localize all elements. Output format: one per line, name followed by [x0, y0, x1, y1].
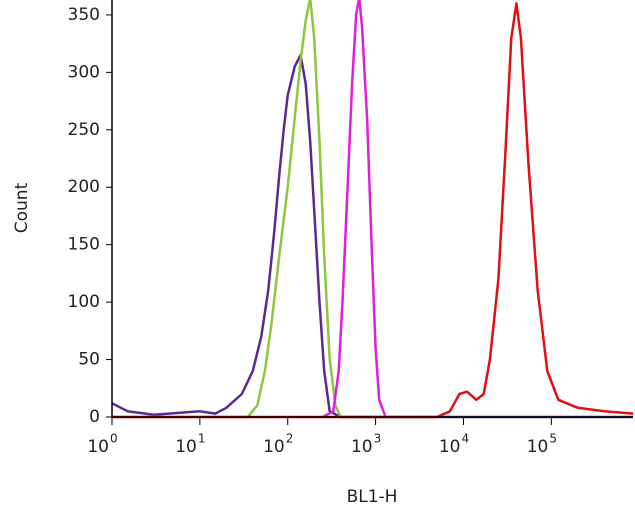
x-tick-exponent: 2: [286, 432, 294, 446]
y-tick-label: 100: [68, 292, 100, 312]
series-line: [112, 2, 634, 419]
x-tick-label: 10: [351, 437, 373, 457]
series-line: [111, 53, 633, 419]
x-tick-exponent: 1: [198, 432, 206, 446]
series-line: [322, 0, 387, 419]
x-tick-label: 10: [439, 437, 461, 457]
y-tick-label: 250: [68, 120, 100, 140]
x-tick-label: 10: [175, 437, 197, 457]
y-tick-label: 0: [89, 407, 100, 427]
x-tick-exponent: 5: [549, 432, 557, 446]
x-tick-exponent: 3: [374, 432, 382, 446]
y-tick-label: 350: [68, 5, 100, 25]
x-tick-label: 10: [87, 437, 109, 457]
series-line: [112, 0, 342, 419]
x-tick-exponent: 0: [110, 432, 118, 446]
y-tick-label: 150: [68, 235, 100, 255]
y-tick-label: 50: [78, 350, 100, 370]
x-tick-exponent: 4: [461, 432, 469, 446]
y-tick-label: 300: [68, 62, 100, 82]
y-tick-label: 200: [68, 177, 100, 197]
x-tick-label: 10: [263, 437, 285, 457]
x-axis-label: BL1-H: [347, 487, 398, 507]
y-axis-label: Count: [12, 182, 32, 233]
x-tick-label: 10: [527, 437, 549, 457]
